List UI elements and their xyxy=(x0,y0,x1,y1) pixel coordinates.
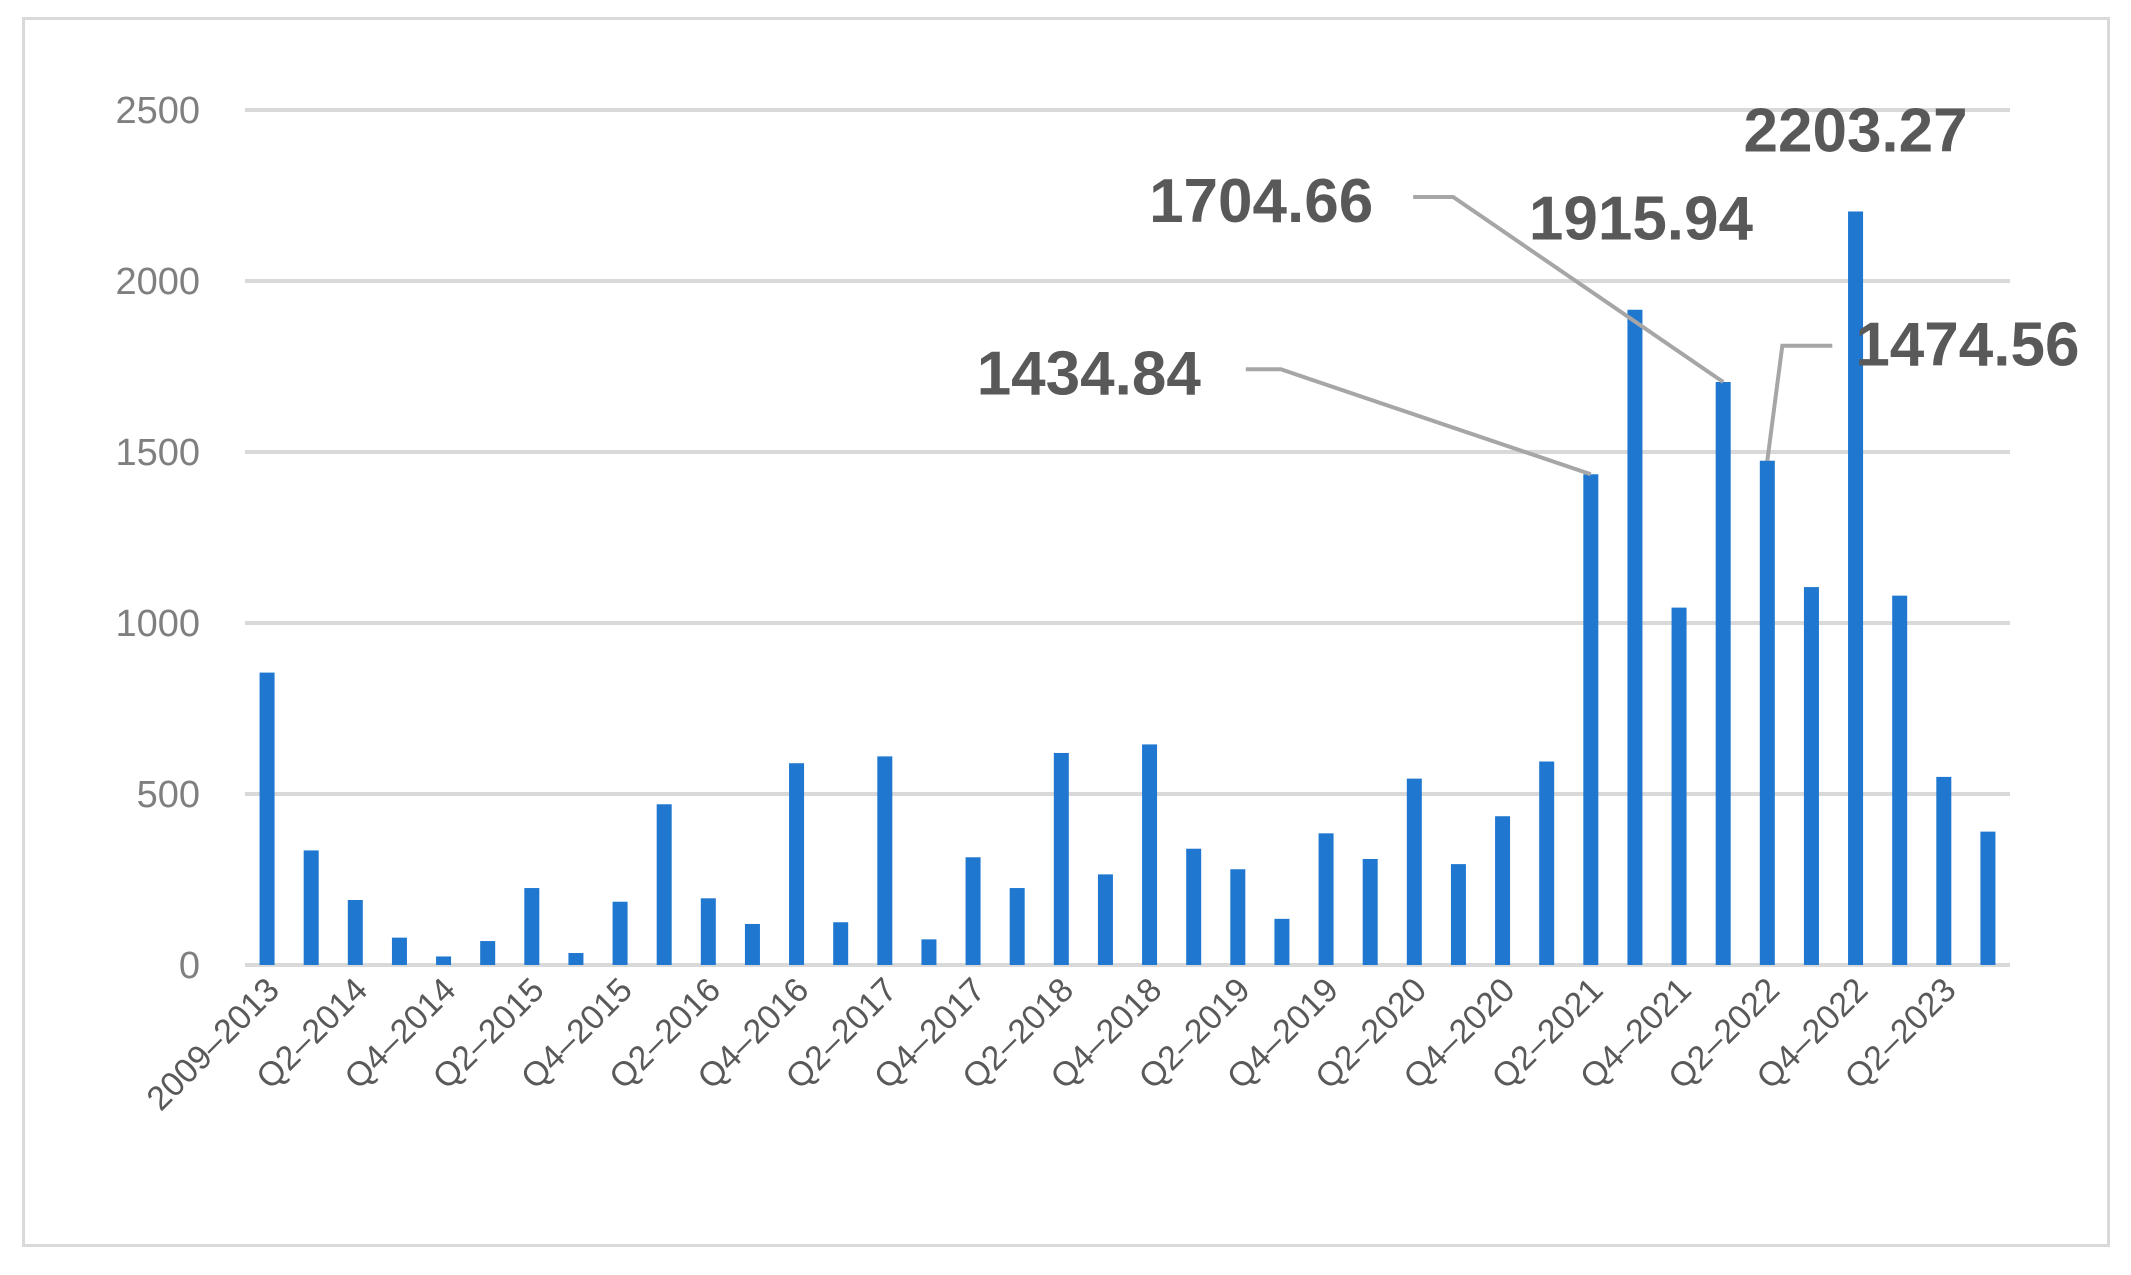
bar xyxy=(436,956,452,965)
callout-label: 1434.84 xyxy=(977,339,1202,408)
bar xyxy=(921,939,937,965)
bar xyxy=(1936,776,1952,965)
bar xyxy=(1892,595,1908,965)
leader-line xyxy=(1413,195,1725,384)
bars xyxy=(259,211,1996,965)
bar xyxy=(1848,211,1864,965)
bar xyxy=(1450,864,1466,965)
bar xyxy=(1671,607,1687,965)
y-tick-label: 2500 xyxy=(115,90,200,132)
bar xyxy=(1803,587,1819,965)
callout-labels: 1434.84 1704.66 1915.94 1474.56 2203.27 xyxy=(977,96,2080,408)
bar xyxy=(744,923,760,965)
bar xyxy=(1627,309,1643,965)
y-tick-label: 1000 xyxy=(115,603,200,645)
bar xyxy=(1715,382,1731,965)
bar xyxy=(833,922,849,965)
bar xyxy=(1539,761,1555,965)
bar xyxy=(1097,874,1113,965)
bar xyxy=(1142,744,1158,965)
y-tick-label: 2000 xyxy=(115,261,200,303)
callout-leader-lines xyxy=(1245,195,1833,477)
bar xyxy=(1759,460,1775,965)
callout-label: 1704.66 xyxy=(1149,167,1373,236)
bar xyxy=(877,756,893,965)
bar xyxy=(303,850,319,965)
bar xyxy=(1230,869,1246,965)
y-tick-label: 1500 xyxy=(115,432,200,474)
bar xyxy=(1274,918,1290,965)
leader-line xyxy=(1765,343,1833,461)
bar xyxy=(480,941,496,965)
bar xyxy=(391,937,407,965)
y-axis-ticks: 0 500 1000 1500 2000 2500 xyxy=(115,90,200,987)
bar xyxy=(1362,858,1378,965)
bar xyxy=(1495,816,1511,965)
bar xyxy=(612,901,628,965)
leader-line xyxy=(1245,367,1592,477)
bar xyxy=(700,898,716,965)
callout-label: 1915.94 xyxy=(1529,185,1754,254)
callout-label: 1474.56 xyxy=(1855,311,2079,380)
bar xyxy=(568,953,584,965)
y-tick-label: 0 xyxy=(179,945,200,987)
bar xyxy=(1186,848,1202,965)
callout-label: 2203.27 xyxy=(1744,96,1968,165)
y-tick-label: 500 xyxy=(137,774,200,816)
bar xyxy=(965,857,981,965)
bar xyxy=(524,888,540,965)
bar xyxy=(259,672,275,965)
bar xyxy=(656,804,672,965)
bar xyxy=(1406,778,1422,965)
bar xyxy=(789,763,805,965)
x-axis-ticks: 2009–2013Q2–2014Q4–2014Q2–2015Q4–2015Q2–… xyxy=(140,971,1964,1118)
bar xyxy=(1583,474,1599,965)
bar xyxy=(1318,833,1334,965)
x-tick-label: 2009–2013 xyxy=(140,971,287,1118)
bar xyxy=(347,900,363,965)
bar xyxy=(1009,888,1025,965)
bar xyxy=(1053,752,1069,965)
bar xyxy=(1980,831,1996,965)
